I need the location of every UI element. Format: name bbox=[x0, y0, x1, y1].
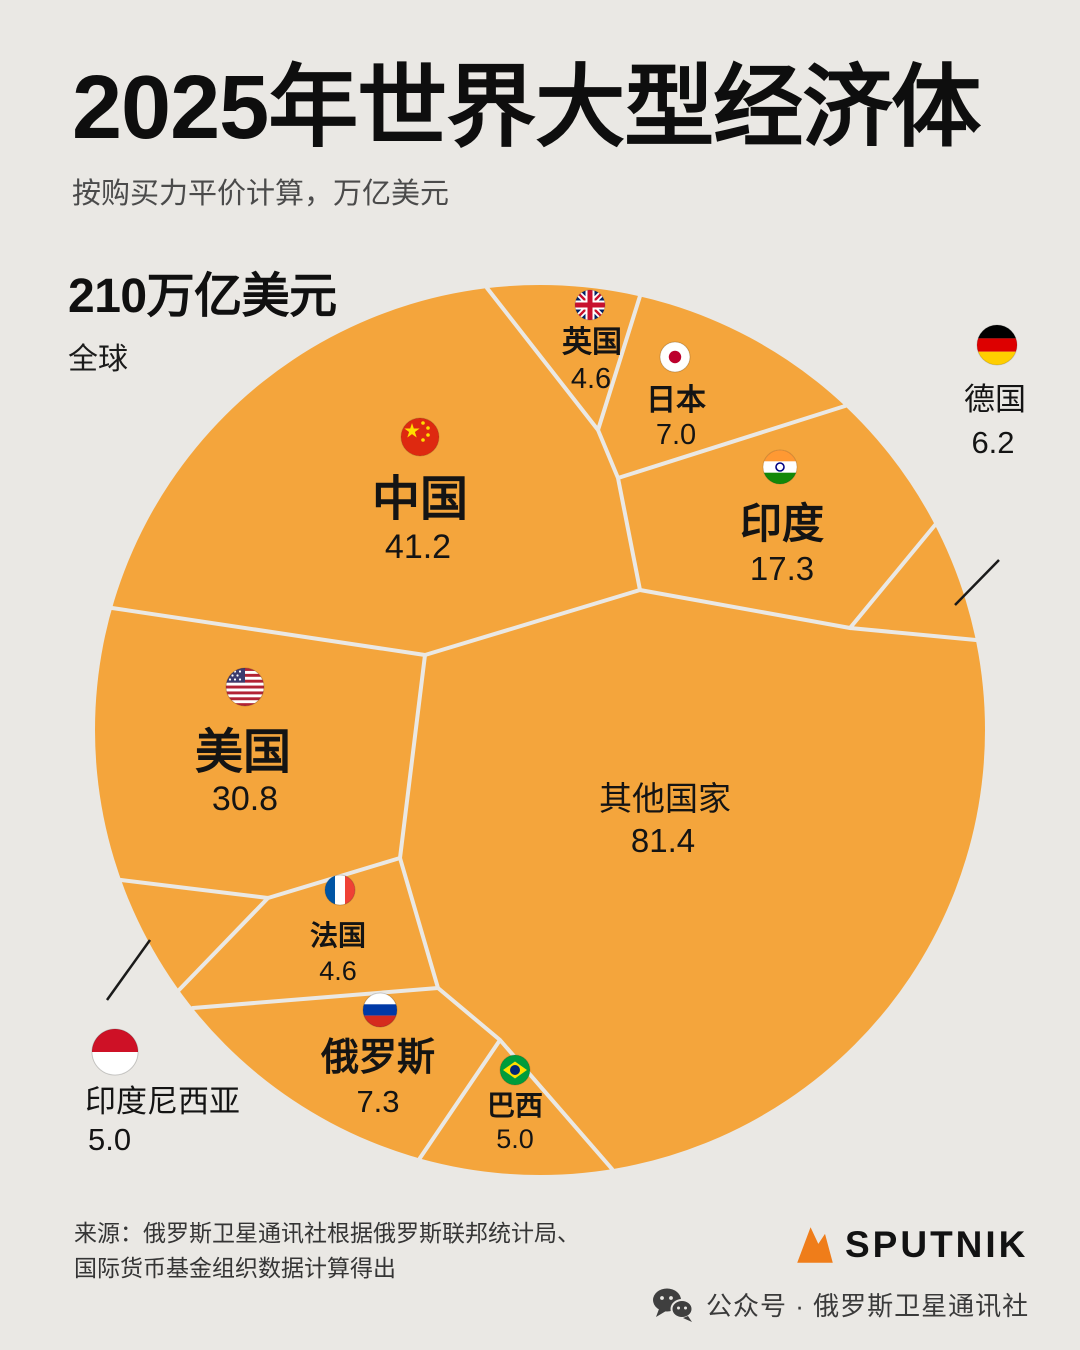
cell-other: 其他国家 81.4 bbox=[599, 780, 731, 859]
other-value: 81.4 bbox=[631, 822, 695, 859]
cell-uk: 英国 4.6 bbox=[562, 289, 622, 395]
usa-value: 30.8 bbox=[212, 780, 278, 818]
india-label: 印度 bbox=[740, 500, 824, 547]
cell-usa: 美国 30.8 bbox=[195, 667, 291, 818]
france-value: 4.6 bbox=[319, 956, 357, 986]
cell-india: 印度 17.3 bbox=[740, 449, 824, 587]
germany-callout-line bbox=[954, 559, 1000, 606]
uk-flag bbox=[574, 289, 606, 321]
wechat-icon bbox=[653, 1288, 694, 1322]
india-flag bbox=[762, 449, 798, 485]
page-subtitle: 按购买力平价计算，万亿美元 bbox=[72, 177, 450, 210]
sputnik-wordmark: SPUTNIK bbox=[845, 1224, 1029, 1265]
uk-label: 英国 bbox=[562, 326, 622, 359]
russia-value: 7.3 bbox=[356, 1084, 399, 1119]
header: 2025年世界大型经济体 按购买力平价计算，万亿美元 bbox=[72, 58, 1032, 212]
cell-japan: 日本 7.0 bbox=[646, 341, 706, 451]
uk-value: 4.6 bbox=[571, 363, 611, 395]
russia-label: 俄罗斯 bbox=[320, 1037, 435, 1079]
japan-flag bbox=[659, 341, 691, 373]
germany-label: 德国 bbox=[964, 382, 1026, 417]
chart-circle bbox=[95, 285, 985, 1175]
total-block: 210万亿美元 全球 bbox=[68, 256, 337, 378]
cell-germany: 德国 6.2 bbox=[964, 324, 1026, 460]
russia-flag bbox=[362, 992, 398, 1028]
japan-value: 7.0 bbox=[656, 419, 696, 451]
india-value: 17.3 bbox=[750, 550, 814, 587]
source-line2: 国际货币基金组织数据计算得出 bbox=[74, 1255, 396, 1281]
cell-brazil: 巴西 5.0 bbox=[487, 1054, 543, 1154]
cell-russia: 俄罗斯 7.3 bbox=[320, 992, 435, 1119]
china-flag bbox=[400, 417, 440, 457]
cell-china: 中国 41.2 bbox=[372, 417, 468, 566]
usa-label: 美国 bbox=[195, 726, 291, 779]
indonesia-label: 印度尼西亚 bbox=[85, 1084, 240, 1119]
wechat-label: 公众号 · 俄罗斯卫星通讯社 bbox=[706, 1291, 1030, 1321]
germany-flag bbox=[976, 324, 1018, 366]
france-label: 法国 bbox=[310, 920, 366, 951]
source-line1: 来源：俄罗斯卫星通讯社根据俄罗斯联邦统计局、 bbox=[74, 1220, 580, 1246]
usa-flag bbox=[225, 667, 265, 707]
brazil-flag bbox=[499, 1054, 531, 1086]
cell-borders bbox=[110, 286, 978, 1171]
total-label: 全球 bbox=[68, 343, 128, 376]
total-value: 210万亿美元 bbox=[68, 270, 337, 323]
china-value: 41.2 bbox=[385, 528, 451, 566]
brazil-value: 5.0 bbox=[496, 1124, 534, 1154]
source-note: 来源：俄罗斯卫星通讯社根据俄罗斯联邦统计局、 国际货币基金组织数据计算得出 bbox=[74, 1216, 580, 1286]
cell-france: 法国 4.6 bbox=[310, 874, 366, 986]
indonesia-callout-line bbox=[105, 939, 152, 1001]
indonesia-value: 5.0 bbox=[88, 1122, 131, 1157]
sputnik-logo-icon bbox=[797, 1227, 833, 1263]
china-label: 中国 bbox=[372, 473, 468, 526]
france-flag bbox=[324, 874, 356, 906]
other-label: 其他国家 bbox=[599, 780, 731, 817]
wechat-row: 公众号 · 俄罗斯卫星通讯社 bbox=[652, 1286, 1029, 1323]
germany-value: 6.2 bbox=[971, 425, 1014, 460]
japan-label: 日本 bbox=[646, 384, 706, 417]
sputnik-brand: SPUTNIK bbox=[795, 1224, 1028, 1266]
indonesia-flag bbox=[91, 1028, 139, 1076]
cell-indonesia: 印度尼西亚 5.0 bbox=[85, 1028, 240, 1157]
page-title: 2025年世界大型经济体 bbox=[72, 58, 981, 158]
brazil-label: 巴西 bbox=[487, 1090, 543, 1121]
